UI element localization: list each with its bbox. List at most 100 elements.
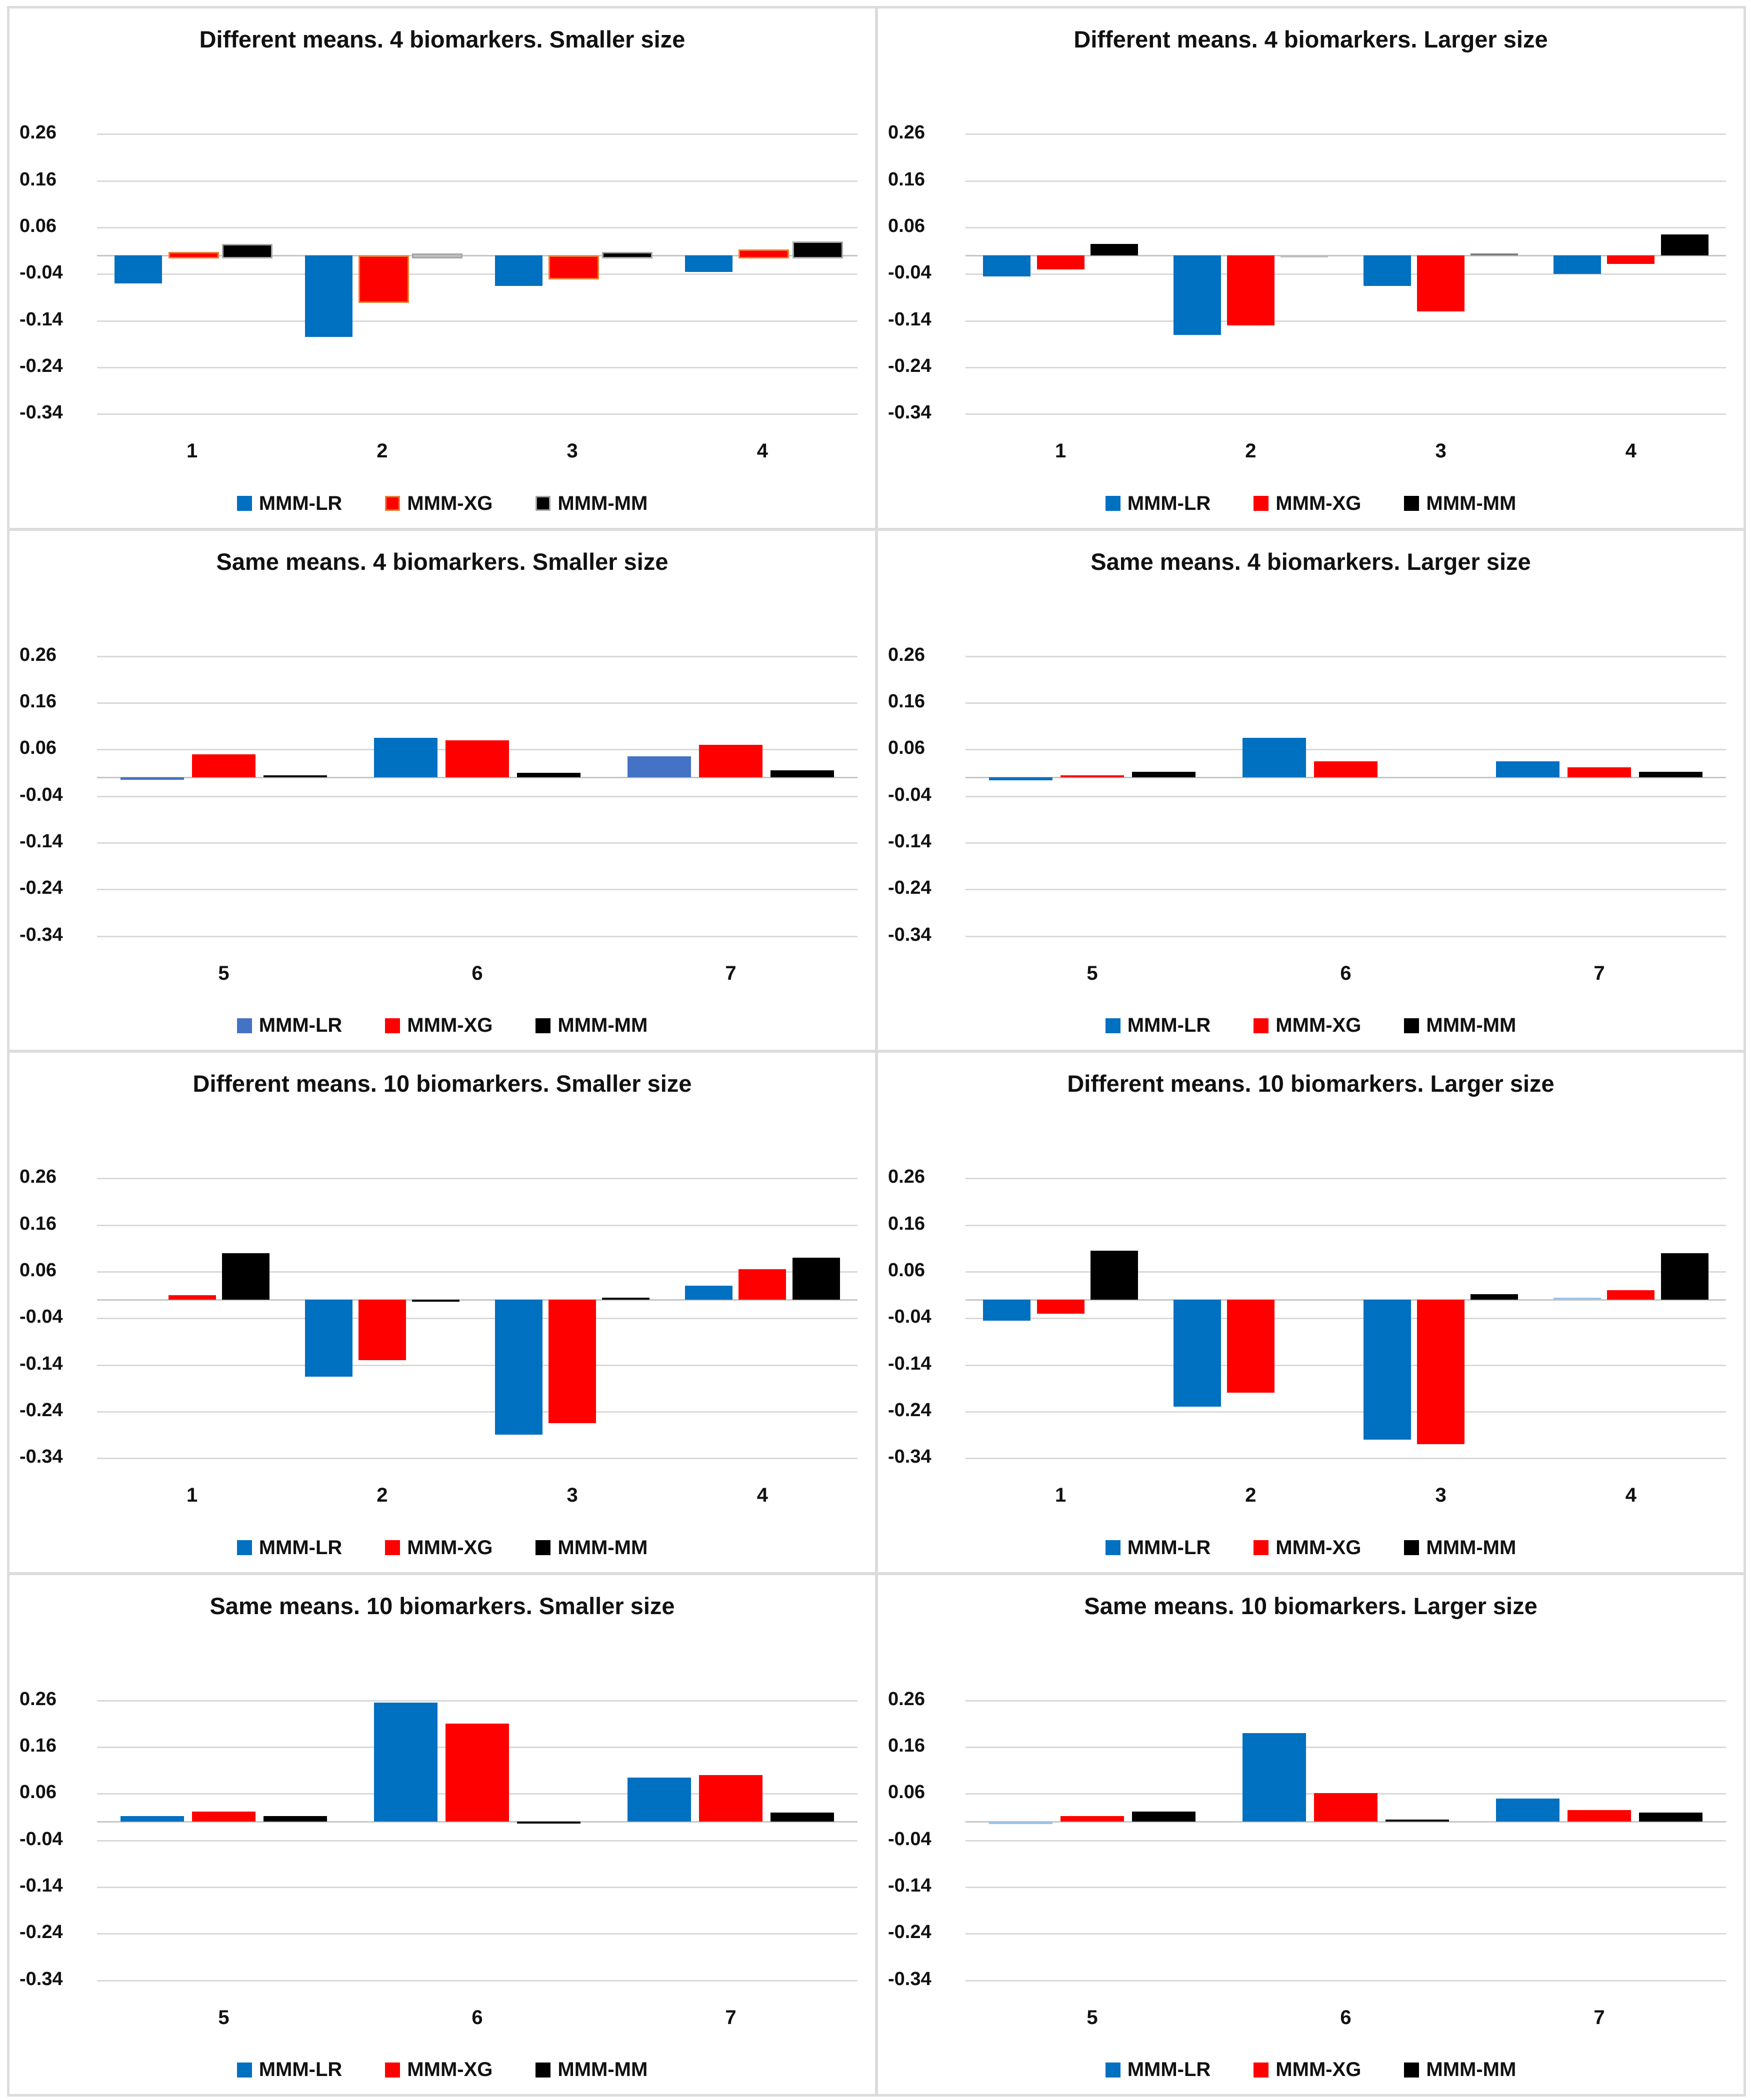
y-tick-label: -0.34	[888, 1968, 932, 1990]
legend-swatch-mmm-mm	[536, 2062, 551, 2078]
gridline	[97, 1411, 858, 1413]
bar-mmm-lr	[374, 738, 438, 778]
x-axis-label: 7	[725, 962, 736, 984]
legend-swatch-mmm-mm	[1404, 1540, 1420, 1555]
y-tick-label: 0.16	[20, 1735, 56, 1757]
legend-swatch-mmm-xg	[385, 496, 400, 511]
x-axis-label: 3	[566, 440, 578, 462]
gridline	[97, 133, 858, 135]
legend-label: MMM-XG	[1276, 1536, 1362, 1559]
gridline	[966, 413, 1726, 415]
legend-item: MMM-MM	[1404, 1537, 1516, 1559]
gridline	[966, 320, 1726, 322]
x-axis-label: 6	[472, 962, 483, 984]
legend-label: MMM-LR	[258, 1536, 342, 1559]
y-tick-label: -0.14	[20, 308, 63, 330]
bar-mmm-xg	[1417, 255, 1465, 311]
bar-mmm-xg	[1314, 761, 1378, 778]
gridline	[97, 935, 858, 937]
legend-label: MMM-MM	[558, 492, 648, 514]
chart-panel: Different means. 10 biomarkers. Smaller …	[10, 1053, 875, 1572]
y-tick-label: 0.26	[888, 122, 925, 143]
bar-mmm-xg	[192, 1811, 256, 1822]
legend-swatch-mmm-lr	[236, 496, 252, 511]
bar-mmm-xg	[446, 740, 509, 778]
y-tick-label: 0.06	[888, 737, 925, 759]
bar-mmm-lr	[1242, 1733, 1306, 1822]
y-tick-label: -0.04	[20, 1306, 63, 1328]
gridline	[97, 1224, 858, 1226]
bar-mmm-xg	[168, 1295, 216, 1300]
zero-axis-line	[966, 777, 1726, 779]
gridline	[97, 1840, 858, 1842]
gridline	[966, 1747, 1726, 1749]
y-tick-label: 0.16	[20, 1213, 56, 1234]
gridline	[966, 1364, 1726, 1366]
y-tick-label: 0.06	[888, 215, 925, 236]
gridline	[966, 180, 1726, 182]
gridline	[966, 1933, 1726, 1935]
gridline	[966, 133, 1726, 135]
legend-item: MMM-MM	[536, 2059, 648, 2081]
gridline	[97, 1178, 858, 1180]
y-tick-label: -0.24	[888, 1922, 932, 1943]
chart-title: Same means. 10 biomarkers. Larger size	[1084, 1592, 1538, 1619]
bar-mmm-lr	[983, 1299, 1031, 1321]
gridline	[966, 1318, 1726, 1320]
bar-mmm-mm	[1132, 1811, 1196, 1822]
legend-item: MMM-XG	[385, 492, 492, 515]
gridline	[97, 1980, 858, 1982]
chart-panel: Same means. 10 biomarkers. Smaller size 0…	[10, 1575, 875, 2094]
legend-item: MMM-MM	[1404, 2059, 1516, 2081]
gridline	[97, 226, 858, 228]
y-tick-label: -0.34	[20, 1446, 63, 1468]
x-axis-label: 5	[218, 2006, 230, 2029]
gridline	[966, 226, 1726, 228]
gridline	[97, 1887, 858, 1888]
legend-item: MMM-MM	[536, 1014, 648, 1037]
bar-mmm-xg	[1568, 1810, 1631, 1822]
legend-label: MMM-LR	[1127, 1536, 1211, 1559]
chart-title: Same means. 10 biomarkers. Smaller size	[210, 1592, 675, 1619]
chart-title: Same means. 4 biomarkers. Smaller size	[216, 548, 668, 575]
y-tick-label: 0.16	[888, 1213, 925, 1234]
gridline	[97, 1458, 858, 1460]
y-tick-label: -0.14	[888, 1875, 932, 1896]
bar-mmm-lr	[304, 255, 352, 337]
y-tick-label: -0.04	[888, 784, 932, 805]
legend-item: MMM-MM	[536, 1537, 648, 1559]
bar-mmm-mm	[222, 1253, 270, 1300]
gridline	[966, 889, 1726, 891]
x-axis-label: 6	[1340, 2006, 1352, 2029]
chart-grid: Different means. 4 biomarkers. Smaller s…	[7, 6, 1746, 2097]
y-tick-label: -0.14	[888, 1353, 932, 1374]
y-tick-label: -0.34	[20, 1968, 63, 1990]
legend: MMM-LR MMM-XG MMM-MM	[878, 1014, 1744, 1037]
legend-label: MMM-XG	[407, 2059, 493, 2081]
bar-mmm-mm	[1470, 1294, 1518, 1300]
bar-mmm-mm	[1470, 253, 1518, 255]
x-axis-label: 5	[218, 962, 230, 984]
y-tick-label: 0.26	[888, 1688, 925, 1710]
bar-mmm-lr	[120, 1816, 184, 1822]
bar-mmm-mm	[517, 1822, 580, 1824]
y-tick-label: -0.34	[888, 924, 932, 945]
legend-label: MMM-MM	[558, 2059, 648, 2081]
legend-item: MMM-XG	[1254, 1014, 1361, 1037]
legend-label: MMM-XG	[407, 1536, 493, 1559]
legend-label: MMM-MM	[558, 1014, 648, 1036]
bar-mmm-lr	[1363, 255, 1411, 286]
bar-mmm-xg	[446, 1724, 509, 1822]
bar-mmm-lr	[989, 777, 1052, 780]
plot-area	[966, 1675, 1726, 1998]
legend-label: MMM-MM	[558, 1536, 648, 1559]
y-tick-label: 0.06	[888, 1259, 925, 1281]
y-tick-label: -0.34	[20, 924, 63, 945]
bar-mmm-mm	[222, 243, 272, 258]
y-tick-label: -0.34	[888, 1446, 932, 1468]
y-tick-label: -0.24	[888, 355, 932, 376]
bar-mmm-mm	[792, 241, 843, 258]
x-axis-label: 4	[1625, 1484, 1636, 1506]
plot-area	[97, 1675, 858, 1998]
legend-item: MMM-LR	[236, 1536, 342, 1559]
